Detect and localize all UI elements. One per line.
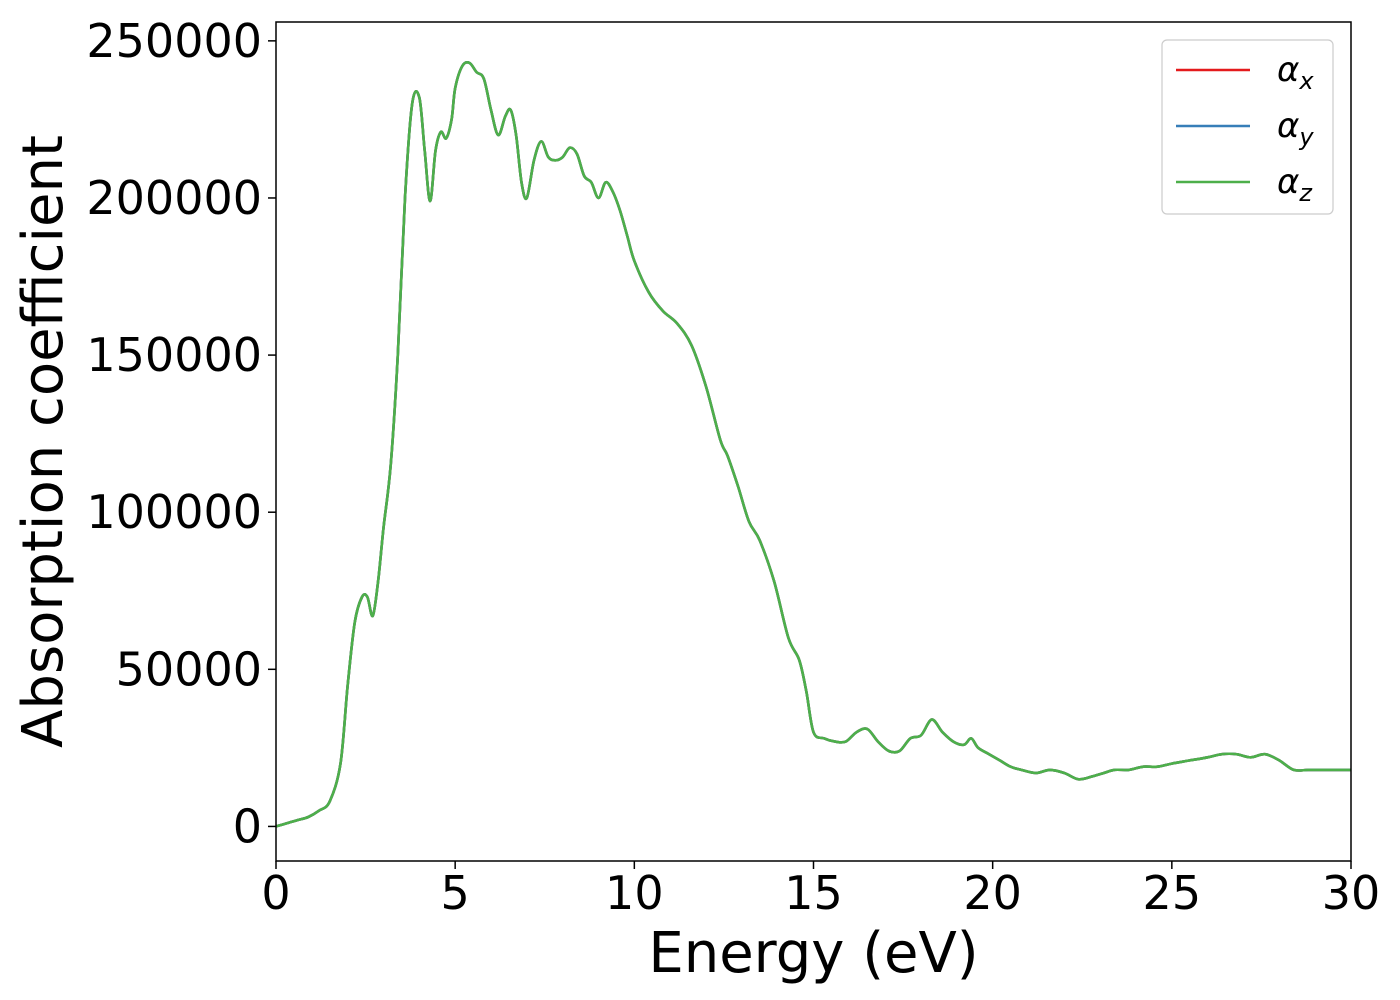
legend-alpha: α: [1277, 106, 1299, 146]
legend-label-x: αx: [1277, 50, 1314, 95]
y-axis-title: Absorption coefficient: [11, 135, 76, 748]
y-tick-label: 200000: [86, 171, 262, 225]
x-tick-label: 5: [441, 866, 470, 920]
legend-label-y: αy: [1277, 106, 1314, 151]
y-tick-label: 0: [233, 799, 262, 853]
legend-subscript: x: [1298, 67, 1314, 95]
legend-subscript: z: [1298, 179, 1313, 207]
plot-area: [276, 60, 1351, 828]
y-tick-label: 250000: [86, 14, 262, 68]
x-tick-label: 15: [784, 866, 843, 920]
legend-subscript: y: [1298, 123, 1314, 151]
series-line-z: [276, 60, 1351, 828]
y-tick-label: 100000: [86, 485, 262, 539]
x-tick-label: 10: [605, 866, 664, 920]
x-axis: 0 5 10 15 20 25 30: [261, 861, 1380, 920]
x-tick-label: 30: [1322, 866, 1381, 920]
legend-alpha: α: [1277, 162, 1299, 202]
x-tick-label: 20: [963, 866, 1022, 920]
legend-label-z: αz: [1277, 162, 1313, 207]
legend-alpha: α: [1277, 50, 1299, 90]
y-axis: 0 50000 100000 150000 200000 250000: [86, 14, 276, 853]
y-tick-label: 150000: [86, 328, 262, 382]
x-tick-label: 0: [261, 866, 290, 920]
x-axis-title: Energy (eV): [648, 921, 978, 986]
x-tick-label: 25: [1143, 866, 1202, 920]
y-tick-label: 50000: [116, 642, 262, 696]
